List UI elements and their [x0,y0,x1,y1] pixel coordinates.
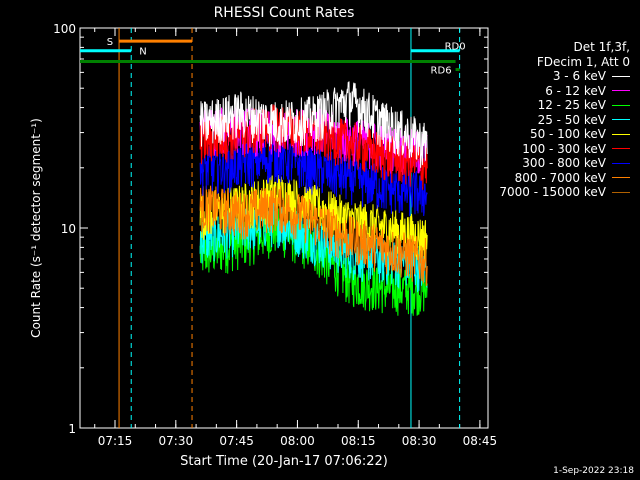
series-line [199,81,428,168]
series-line [199,200,428,293]
legend-label: 3 - 6 keV [552,69,606,83]
x-tick-label: 07:15 [98,434,133,448]
y-tick-label: 100 [53,22,76,36]
series-line [199,185,428,287]
annotation-label: S [107,37,113,48]
series-line [199,135,428,217]
render-timestamp: 1-Sep-2022 23:18 [553,466,634,476]
legend-label: 7000 - 15000 keV [499,185,606,199]
legend: Det 1f,3f, FDecim 1, Att 0 3 - 6 keV 6 - … [499,40,630,200]
legend-swatch [612,177,630,179]
legend-swatch [612,90,630,92]
x-tick-label: 08:30 [402,434,437,448]
legend-label: 6 - 12 keV [545,83,606,98]
legend-label: 25 - 50 keV [537,112,606,127]
legend-item: 3 - 6 keV [499,69,630,84]
legend-swatch [612,191,630,193]
legend-item: 800 - 7000 keV [499,171,630,186]
legend-item: 100 - 300 keV [499,142,630,157]
legend-swatch [612,104,630,106]
legend-label: 12 - 25 keV [537,98,606,112]
legend-item: 300 - 800 keV [499,156,630,171]
annotation-label: RD6 [431,66,452,77]
legend-item: 12 - 25 keV [499,98,630,113]
x-tick-label: 07:30 [159,434,194,448]
y-tick-label: 1 [68,422,76,436]
legend-label: 800 - 7000 keV [514,170,606,185]
legend-item: 50 - 100 keV [499,127,630,142]
legend-item: 25 - 50 keV [499,113,630,128]
legend-label: 100 - 300 keV [522,141,606,156]
annotation-label: N [139,47,146,58]
legend-swatch [612,75,630,77]
legend-swatch [612,162,630,164]
annotation-label: RD0 [445,42,466,53]
x-tick-label: 08:45 [463,434,498,448]
legend-header-2: FDecim 1, Att 0 [536,54,630,69]
legend-item: 6 - 12 keV [499,84,630,99]
x-tick-label: 08:15 [341,434,376,448]
y-tick-label: 10 [61,222,76,236]
x-axis-label: Start Time (20-Jan-17 07:06:22) [180,454,388,469]
legend-header-1: Det 1f,3f, [573,40,631,54]
x-tick-label: 07:45 [219,434,254,448]
legend-item: 7000 - 15000 keV [499,185,630,200]
legend-swatch [612,148,630,150]
legend-swatch [612,119,630,121]
y-axis-label: Count Rate (s⁻¹ detector segment⁻¹) [29,118,43,338]
legend-label: 50 - 100 keV [529,127,606,141]
legend-swatch [612,133,630,135]
x-tick-label: 08:00 [280,434,315,448]
chart-title: RHESSI Count Rates [214,5,355,21]
legend-label: 300 - 800 keV [522,156,606,170]
